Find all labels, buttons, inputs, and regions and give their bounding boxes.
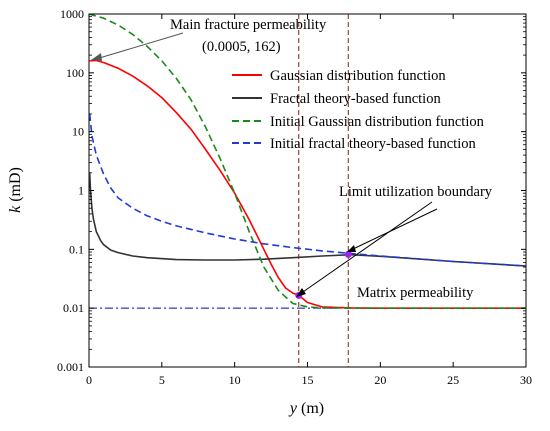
y-tick-label: 100 [66, 66, 84, 80]
legend-label-gaussian: Gaussian distribution function [270, 68, 446, 84]
series-line-3 [89, 14, 526, 310]
x-tick-label: 5 [159, 373, 165, 387]
series-line-1 [89, 59, 526, 310]
x-axis-label: y (m) [288, 400, 324, 417]
main-fracture-arrowhead [91, 53, 102, 61]
series-layer [89, 14, 526, 310]
matrix-annotation: Matrix permeability [357, 285, 474, 301]
main-fracture-annotation-line1: Main fracture permeability [170, 17, 327, 33]
limit-boundary-arrowhead-1 [296, 288, 306, 297]
legend-label-fractal: Fractal theory-based function [270, 91, 441, 107]
legend: Gaussian distribution function Fractal t… [232, 68, 485, 152]
legend-label-initial-fractal: Initial fractal theory-based function [270, 136, 476, 152]
limit-boundary-arrow-1 [299, 201, 433, 295]
y-tick-label: 1 [78, 184, 84, 198]
main-fracture-arrow [95, 32, 184, 60]
legend-label-initial-gaussian: Initial Gaussian distribution function [270, 114, 485, 130]
series-line-2 [89, 172, 526, 267]
y-tick-label: 0.001 [57, 360, 84, 374]
limit-boundary-arrowhead-2 [347, 245, 356, 252]
annotations: Main fracture permeability (0.0005, 162)… [91, 17, 493, 301]
y-tick-label: 0.1 [69, 242, 84, 256]
main-fracture-annotation-line2: (0.0005, 162) [202, 39, 281, 55]
y-axis-label: k (mD) [7, 167, 24, 213]
y-tick-label: 1000 [60, 7, 84, 21]
x-tick-label: 15 [302, 373, 314, 387]
x-tick-label: 30 [520, 373, 532, 387]
y-tick-label: 0.01 [63, 301, 84, 315]
x-tick-label: 25 [447, 373, 459, 387]
tick-layer: 0 5 10 15 20 25 30 0.001 0.01 0.1 1 10 100 1000 [57, 7, 532, 387]
limit-boundary-arrow-2 [350, 208, 438, 251]
limit-boundary-annotation: Limit utilization boundary [339, 184, 493, 200]
x-tick-label: 0 [86, 373, 92, 387]
x-tick-label: 10 [229, 373, 241, 387]
x-tick-label: 20 [374, 373, 386, 387]
y-tick-label: 10 [72, 125, 84, 139]
boundary-marker-2 [344, 250, 352, 258]
